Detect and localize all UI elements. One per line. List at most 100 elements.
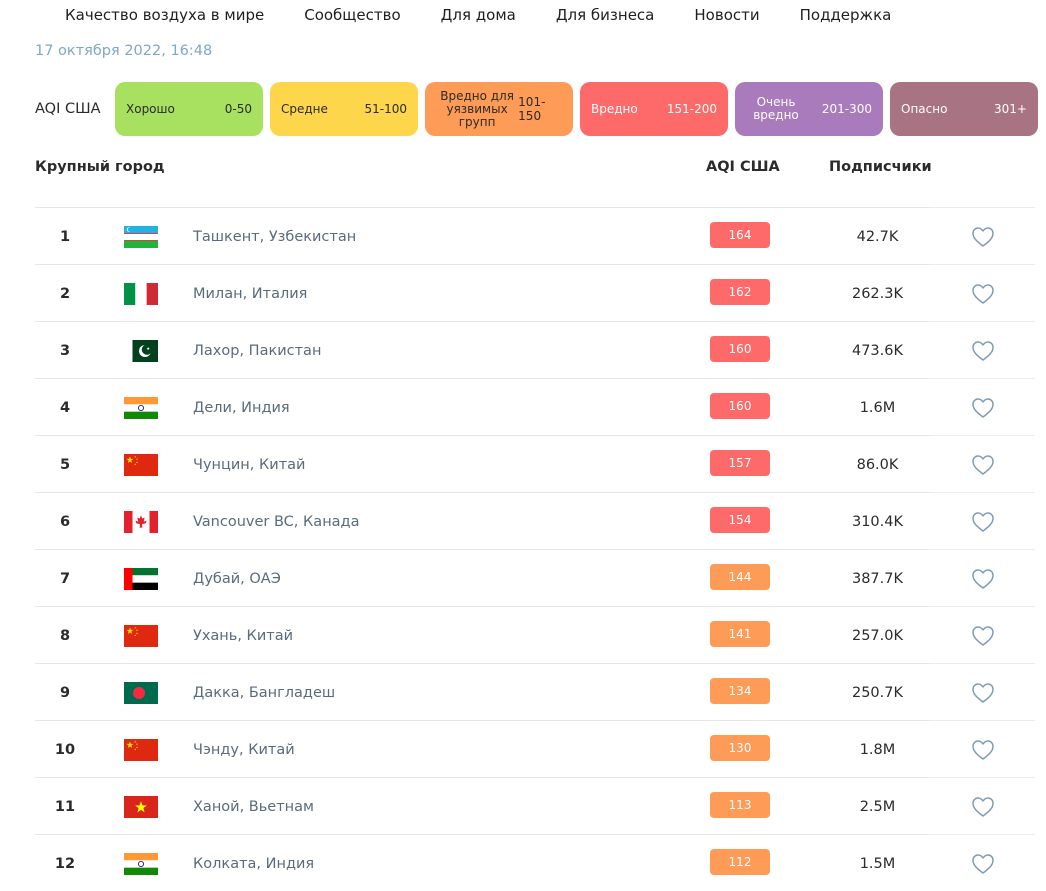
aqi-badge: 154 [710, 507, 770, 533]
flag-uzbekistan-icon [124, 226, 158, 248]
aqi-badge: 141 [710, 621, 770, 647]
nav-news[interactable]: Новости [694, 6, 760, 24]
legend-item-name: Опасно [901, 101, 948, 116]
legend-item-name: Вредно для уязвимых групп [440, 88, 514, 129]
flag-pakistan-icon [124, 340, 158, 362]
aqi-badge: 144 [710, 564, 770, 590]
table-row[interactable]: 2 Милан, Италия 162 262.3K [35, 264, 1035, 321]
flag-india-icon [124, 397, 158, 419]
legend-item-range: 301+ [994, 102, 1027, 116]
legend-item-range: 0-50 [224, 102, 252, 116]
city-name-link[interactable]: Ухань, Китай [193, 628, 294, 644]
followers-count: 86.0K [856, 457, 899, 473]
table-row[interactable]: 3 Лахор, Пакистан 160 473.6K [35, 321, 1035, 378]
city-name-link[interactable]: Ханой, Вьетнам [193, 799, 314, 815]
flag-uae-icon [124, 568, 158, 590]
flag-china-icon [124, 625, 158, 647]
flag-india-icon [124, 853, 158, 875]
table-row[interactable]: 5 Чунцин, Китай 157 86.0K [35, 435, 1035, 492]
flag-china-icon [124, 739, 158, 761]
legend-item-range: 51-100 [364, 102, 407, 116]
followers-count: 1.5M [859, 856, 896, 872]
city-name-link[interactable]: Ташкент, Узбекистан [193, 229, 357, 245]
city-name-link[interactable]: Чунцин, Китай [193, 457, 306, 473]
legend-item-hazardous: Опасно 301+ [890, 82, 1038, 136]
aqi-badge: 112 [710, 849, 770, 875]
heart-icon[interactable] [971, 454, 995, 476]
city-name-link[interactable]: Милан, Италия [193, 286, 308, 302]
legend-item-very-unhealthy: Очень вредно 201-300 [735, 82, 883, 136]
table-row[interactable]: 1 Ташкент, Узбекистан 164 42.7K [35, 207, 1035, 264]
aqi-badge: 130 [710, 735, 770, 761]
heart-icon[interactable] [971, 625, 995, 647]
aqi-badge: 162 [710, 279, 770, 305]
heart-icon[interactable] [971, 739, 995, 761]
legend-item-range: 201-300 [821, 102, 872, 116]
table-row[interactable]: 10 Чэнду, Китай 130 1.8M [35, 720, 1035, 777]
aqi-legend: Хорошо 0-50 Средне 51-100 Вредно для уязвимы… [115, 82, 1045, 136]
heart-icon[interactable] [971, 682, 995, 704]
city-ranking-table: 1 Ташкент, Узбекистан 164 42.7K 2 Милан, Итал… [35, 207, 1035, 891]
table-row[interactable]: 11 Ханой, Вьетнам 113 2.5M [35, 777, 1035, 834]
heart-icon[interactable] [971, 226, 995, 248]
heart-icon[interactable] [971, 853, 995, 875]
legend-item-range: 101-150 [518, 95, 546, 123]
city-name-link[interactable]: Лахор, Пакистан [193, 343, 322, 359]
heart-icon[interactable] [971, 511, 995, 533]
heart-icon[interactable] [971, 283, 995, 305]
followers-count: 310.4K [851, 514, 904, 530]
column-header-aqi: AQI США [706, 159, 780, 175]
legend-item-name: Средне [281, 101, 328, 116]
row-rank: 3 [59, 343, 71, 359]
aqi-badge: 134 [710, 678, 770, 704]
table-row[interactable]: 9 Дакка, Бангладеш 134 250.7K [35, 663, 1035, 720]
legend-item-good: Хорошо 0-50 [115, 82, 263, 136]
table-row[interactable]: 7 Дубай, ОАЭ 144 387.7K [35, 549, 1035, 606]
nav-business[interactable]: Для бизнеса [555, 6, 655, 24]
heart-icon[interactable] [971, 568, 995, 590]
followers-count: 42.7K [856, 229, 899, 245]
nav-support[interactable]: Поддержка [799, 6, 892, 24]
legend-item-range: 151-200 [666, 102, 717, 116]
followers-count: 387.7K [851, 571, 904, 587]
flag-china-icon [124, 454, 158, 476]
legend-item-unhealthy-sensitive: Вредно для уязвимых групп 101-150 [425, 82, 573, 136]
row-rank: 5 [59, 457, 71, 473]
table-row[interactable]: 12 Колката, Индия 112 1.5M [35, 834, 1035, 891]
city-name-link[interactable]: Чэнду, Китай [193, 742, 295, 758]
top-nav: Качество воздуха в мире Сообщество Для д… [65, 5, 931, 25]
flag-italy-icon [124, 283, 158, 305]
update-timestamp: 17 октября 2022, 16:48 [35, 43, 213, 59]
aqi-badge: 160 [710, 336, 770, 362]
row-rank: 7 [59, 571, 71, 587]
heart-icon[interactable] [971, 397, 995, 419]
table-row[interactable]: 4 Дели, Индия 160 1.6M [35, 378, 1035, 435]
row-rank: 2 [59, 286, 71, 302]
aqi-badge: 157 [710, 450, 770, 476]
flag-canada-icon [124, 511, 158, 533]
followers-count: 250.7K [851, 685, 904, 701]
followers-count: 473.6K [851, 343, 904, 359]
legend-item-unhealthy: Вредно 151-200 [580, 82, 728, 136]
city-name-link[interactable]: Дели, Индия [193, 400, 290, 416]
flag-bangladesh-icon [124, 682, 158, 704]
nav-home[interactable]: Для дома [440, 6, 516, 24]
table-row[interactable]: 6 Vancouver BC, Канада 154 310.4K [35, 492, 1035, 549]
city-name-link[interactable]: Vancouver BC, Канада [193, 514, 360, 530]
table-row[interactable]: 8 Ухань, Китай 141 257.0K [35, 606, 1035, 663]
aqi-legend-label: AQI США [35, 101, 101, 117]
followers-count: 262.3K [851, 286, 904, 302]
city-name-link[interactable]: Дубай, ОАЭ [193, 571, 281, 587]
column-header-followers: Подписчики [829, 159, 932, 175]
nav-community[interactable]: Сообщество [304, 6, 401, 24]
followers-count: 1.6M [859, 400, 896, 416]
city-name-link[interactable]: Дакка, Бангладеш [193, 685, 336, 701]
heart-icon[interactable] [971, 340, 995, 362]
heart-icon[interactable] [971, 796, 995, 818]
city-name-link[interactable]: Колката, Индия [193, 856, 315, 872]
aqi-badge: 164 [710, 222, 770, 248]
followers-count: 1.8M [859, 742, 896, 758]
flag-vietnam-icon [124, 796, 158, 818]
row-rank: 10 [54, 742, 76, 758]
nav-world-air-quality[interactable]: Качество воздуха в мире [65, 6, 265, 24]
